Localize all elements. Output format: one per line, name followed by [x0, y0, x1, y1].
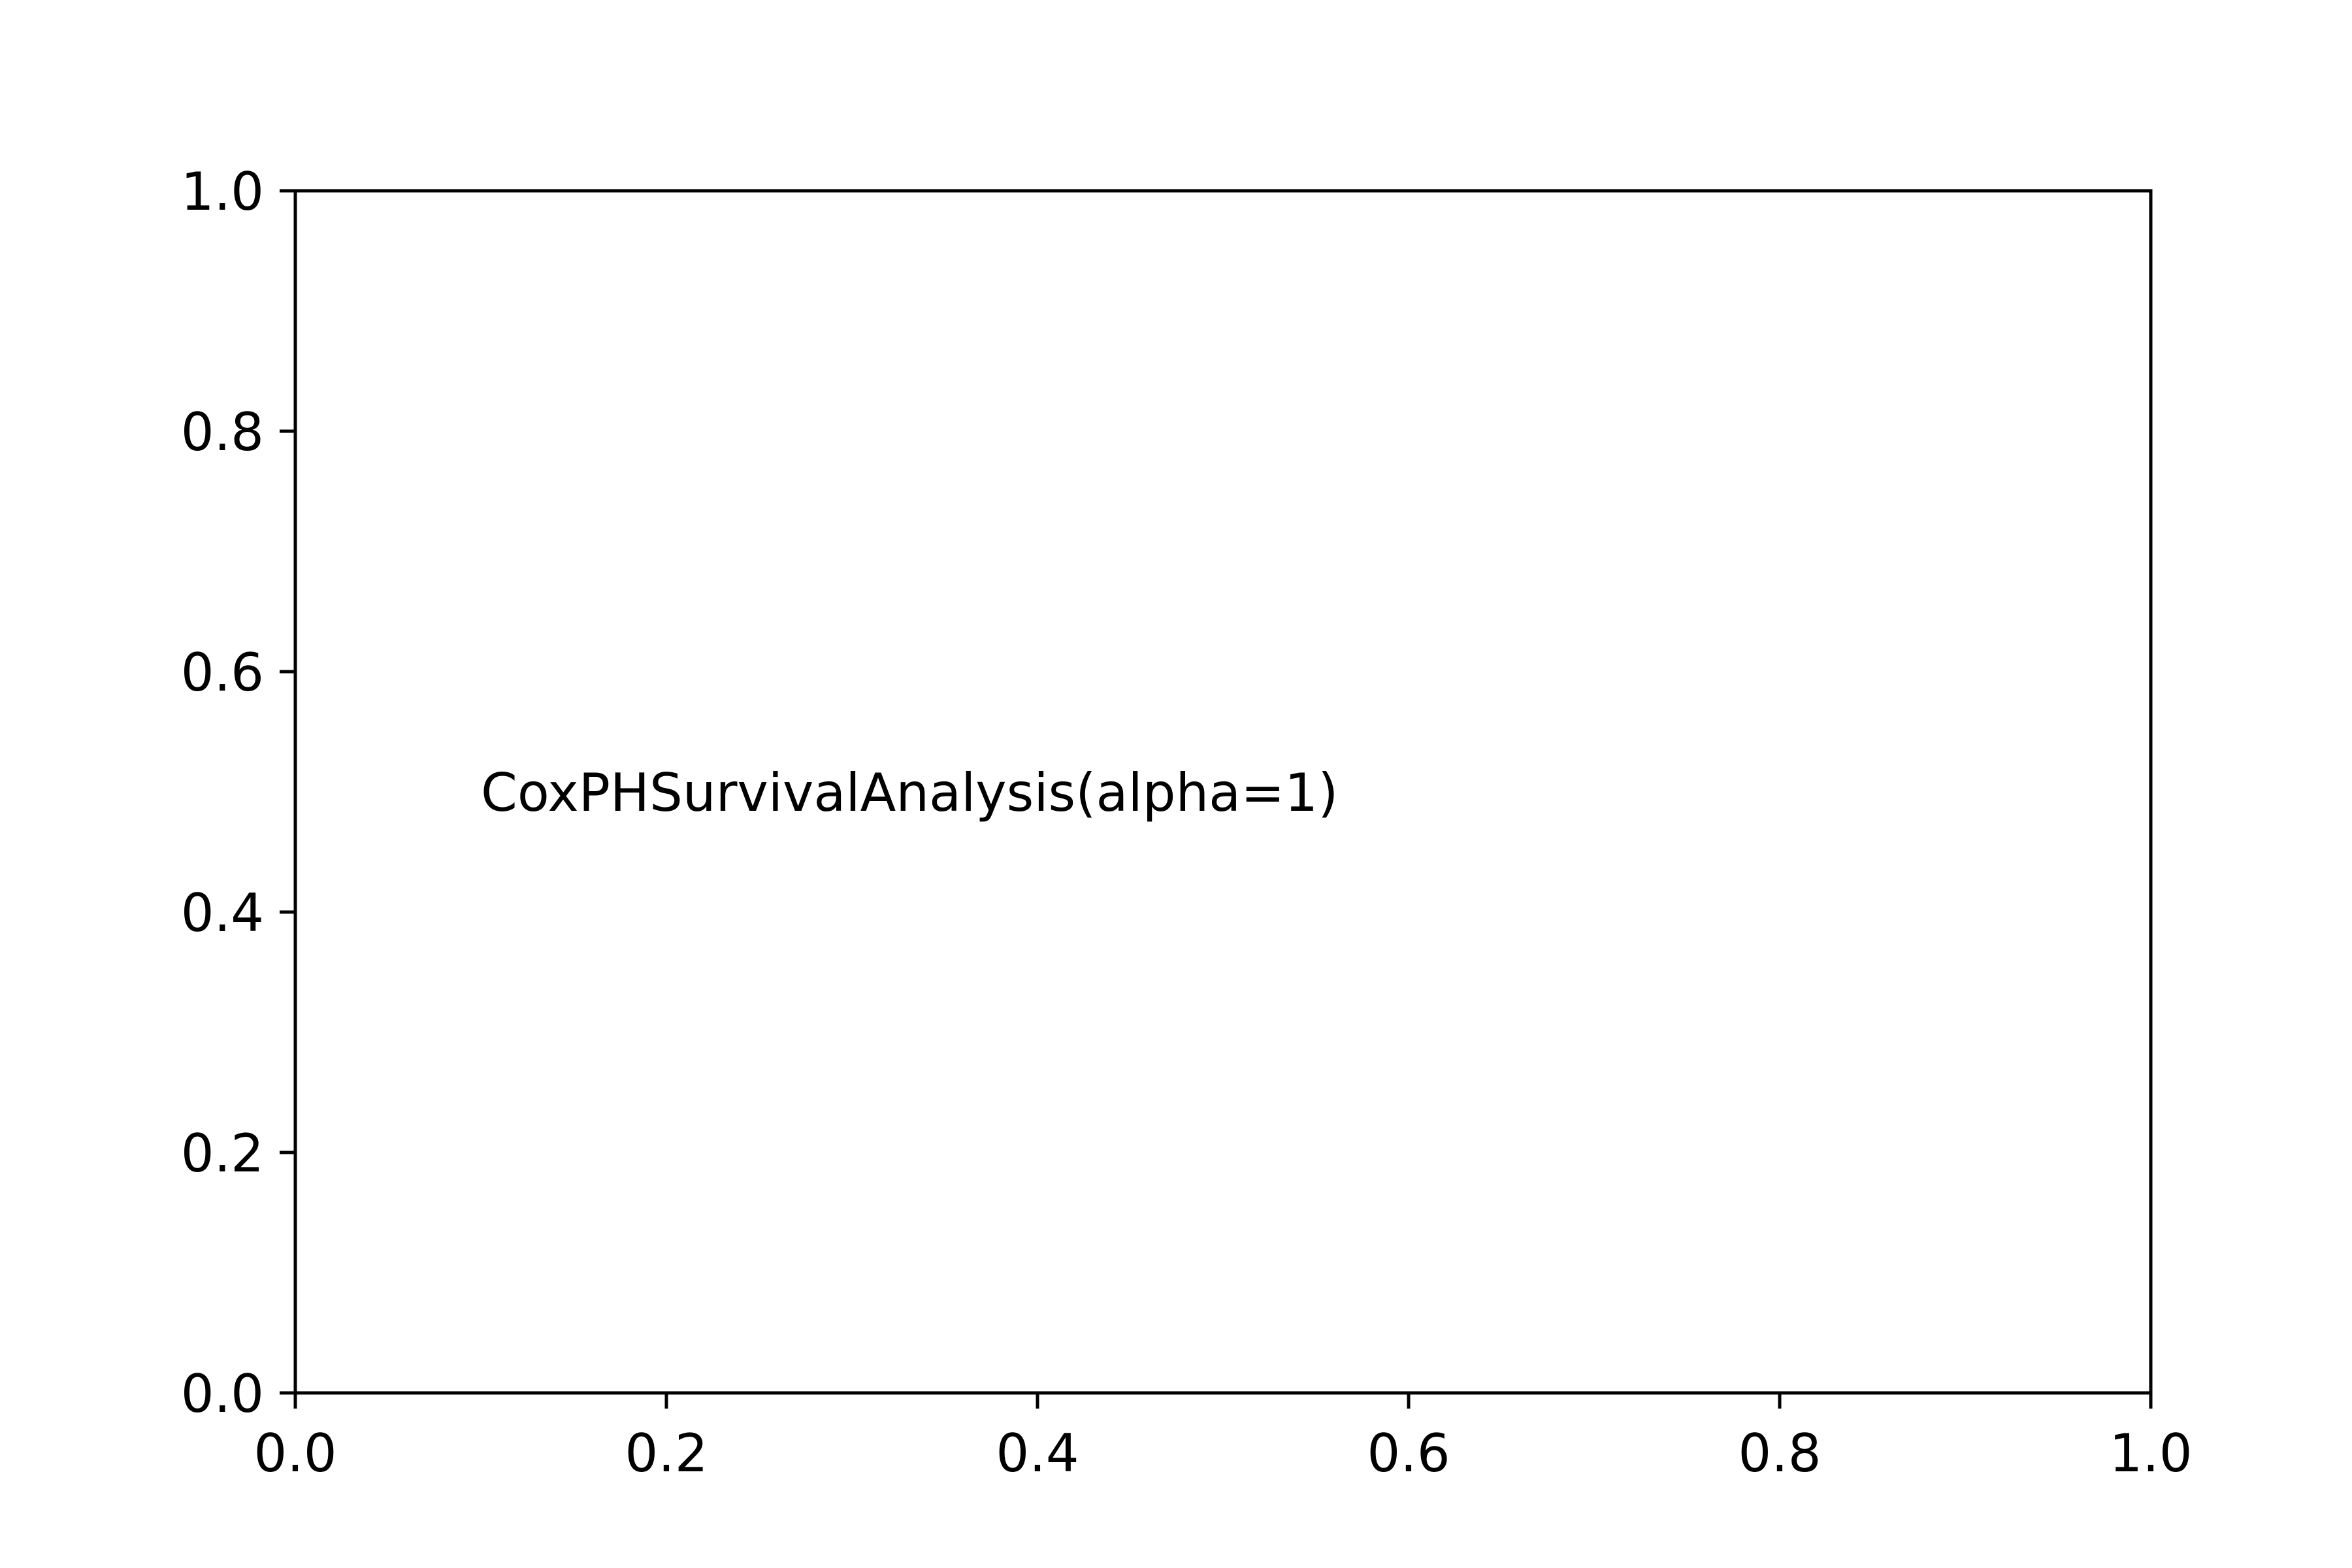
annotation-text: CoxPHSurvivalAnalysis(alpha=1)	[481, 762, 1338, 823]
y-tick-label: 0.0	[181, 1364, 264, 1424]
axes-frame	[293, 189, 2153, 1395]
annotations: CoxPHSurvivalAnalysis(alpha=1)	[481, 762, 1338, 823]
x-axis: 0.0 0.2 0.4 0.6 0.8 1.0	[253, 1393, 2193, 1484]
y-axis: 0.0 0.2 0.4 0.6 0.8 1.0	[181, 161, 295, 1424]
y-tick-label: 0.4	[181, 883, 264, 943]
x-tick-label: 0.2	[625, 1423, 708, 1484]
x-tick-label: 0.4	[996, 1423, 1079, 1484]
y-tick-label: 0.8	[181, 402, 264, 463]
plot-area	[293, 189, 2153, 1395]
x-tick-label: 0.8	[1738, 1423, 1821, 1484]
y-tick-label: 0.6	[181, 642, 264, 703]
y-tick-label: 1.0	[181, 161, 264, 222]
x-tick-label: 0.6	[1367, 1423, 1450, 1484]
x-tick-label: 1.0	[2109, 1423, 2192, 1484]
x-tick-label: 0.0	[253, 1423, 336, 1484]
y-tick-label: 0.2	[181, 1123, 264, 1184]
